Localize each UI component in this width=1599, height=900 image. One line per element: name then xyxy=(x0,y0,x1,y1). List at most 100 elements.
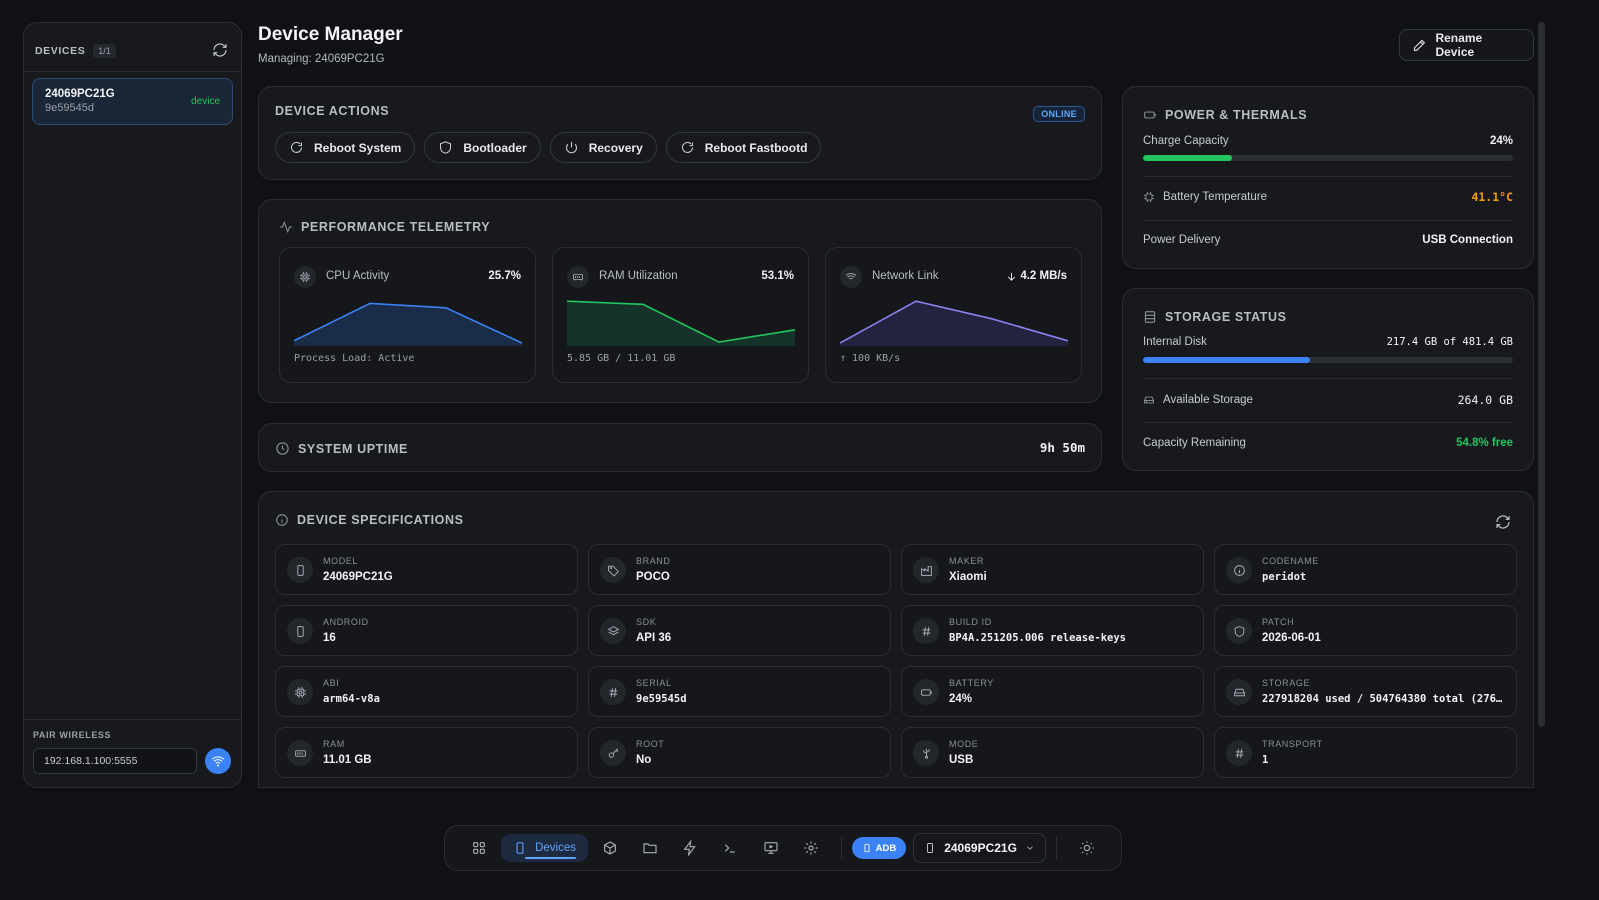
rename-device-button[interactable]: Rename Device xyxy=(1399,29,1534,61)
info-icon xyxy=(1226,557,1252,583)
spec-item-battery: BATTERY 24% xyxy=(901,666,1204,717)
spec-key: TRANSPORT xyxy=(1262,739,1323,749)
spec-value: 1 xyxy=(1262,754,1269,766)
memory-icon xyxy=(567,266,589,288)
terminal-button[interactable] xyxy=(710,833,750,863)
tile-footer: ↑ 100 KB/s xyxy=(840,353,901,364)
factory-icon xyxy=(913,557,939,583)
tile-value: 4.2 MB/s xyxy=(1006,270,1067,282)
scrollbar[interactable] xyxy=(1538,22,1545,727)
shield-icon xyxy=(440,141,452,154)
device-count-badge: 1/1 xyxy=(93,44,116,58)
tag-icon xyxy=(600,557,626,583)
device-name: 24069PC21G xyxy=(45,88,115,100)
spec-value: API 36 xyxy=(636,632,672,644)
usb-icon xyxy=(913,740,939,766)
charge-capacity-row: Charge Capacity 24% xyxy=(1143,135,1513,147)
spec-key: RAM xyxy=(323,739,345,749)
recovery-button[interactable]: Recovery xyxy=(549,132,657,163)
grid-icon xyxy=(473,842,485,854)
dashboard-button[interactable] xyxy=(459,833,499,863)
power-title: POWER & THERMALS xyxy=(1143,108,1307,122)
internal-disk-row: Internal Disk 217.4 GB of 481.4 GB xyxy=(1143,336,1513,348)
pair-wireless-button[interactable] xyxy=(205,748,231,774)
battery-icon xyxy=(913,679,939,705)
spec-key: PATCH xyxy=(1262,617,1295,627)
tile-label: Network Link xyxy=(872,270,939,282)
monitor-icon xyxy=(763,842,778,854)
tile-value: 53.1% xyxy=(761,270,794,282)
refresh-specs-icon[interactable] xyxy=(1495,514,1511,530)
reboot-fastbootd-button[interactable]: Reboot Fastbootd xyxy=(665,132,822,163)
pair-wireless-panel: PAIR WIRELESS xyxy=(24,719,241,787)
reboot-system-button[interactable]: Reboot System xyxy=(275,132,416,163)
spec-value: No xyxy=(636,754,652,766)
specs-grid: MODEL 24069PC21G BRAND POCO MAKER Xiaomi CODEN… xyxy=(275,544,1517,778)
flash-button[interactable] xyxy=(670,833,710,863)
spec-value: arm64-v8a xyxy=(323,693,380,705)
spec-item-serial: SERIAL 9e59545d xyxy=(588,666,891,717)
spec-key: STORAGE xyxy=(1262,678,1311,688)
spec-value: 11.01 GB xyxy=(323,754,372,766)
divider xyxy=(1143,176,1513,177)
bootloader-button[interactable]: Bootloader xyxy=(424,132,541,163)
spec-value: USB xyxy=(949,754,974,766)
sidebar-title: DEVICES xyxy=(35,45,86,57)
refresh-icon xyxy=(681,141,693,153)
battery-icon xyxy=(1144,111,1156,119)
drive-icon xyxy=(1226,679,1252,705)
power-thermals-card: POWER & THERMALS Charge Capacity 24% Bat… xyxy=(1122,86,1534,269)
spec-item-maker: MAKER Xiaomi xyxy=(901,544,1204,595)
spec-value: BP4A.251205.006 release-keys xyxy=(949,632,1127,644)
storage-title: STORAGE STATUS xyxy=(1143,310,1287,324)
ram-utilization-tile: RAM Utilization 53.1% 5.85 GB / 11.01 GB xyxy=(552,247,809,383)
arrow-down-icon xyxy=(1008,272,1016,281)
tile-footer: 5.85 GB / 11.01 GB xyxy=(567,353,676,364)
network-sparkline xyxy=(840,300,1068,346)
phone-icon xyxy=(864,843,870,853)
power-delivery-value: USB Connection xyxy=(1422,234,1513,246)
theme-toggle-button[interactable] xyxy=(1067,833,1107,863)
bolt-icon xyxy=(683,840,697,856)
sparkline-line xyxy=(567,300,795,343)
spec-key: BRAND xyxy=(636,556,671,566)
phone-icon xyxy=(287,618,313,644)
spec-key: CODENAME xyxy=(1262,556,1319,566)
layers-icon xyxy=(600,618,626,644)
devices-tab[interactable]: Devices xyxy=(501,834,589,862)
adb-mode-badge[interactable]: ADB xyxy=(851,837,907,859)
disk-usage-fill xyxy=(1143,357,1310,363)
tile-label: RAM Utilization xyxy=(599,270,678,282)
device-selector[interactable]: 24069PC21G xyxy=(913,833,1046,863)
spec-value: 9e59545d xyxy=(636,693,687,705)
files-button[interactable] xyxy=(630,833,670,863)
spec-key: BUILD ID xyxy=(949,617,992,627)
screen-mirror-button[interactable] xyxy=(750,833,790,863)
phone-icon xyxy=(287,557,313,583)
available-storage-row: Available Storage 264.0 GB xyxy=(1143,393,1513,407)
tile-footer: Process Load: Active xyxy=(294,353,415,364)
spec-key: ANDROID xyxy=(323,617,369,627)
cpu-icon xyxy=(294,266,316,288)
folder-icon xyxy=(643,843,657,854)
spec-value: 16 xyxy=(323,632,336,644)
sparkline-line xyxy=(294,302,522,344)
device-list-item[interactable]: 24069PC21G 9e59545d device xyxy=(32,78,233,125)
divider xyxy=(1143,220,1513,221)
power-delivery-row: Power Delivery USB Connection xyxy=(1143,234,1513,246)
gear-icon xyxy=(803,841,818,855)
device-state: device xyxy=(191,96,220,107)
spec-item-sdk: SDK API 36 xyxy=(588,605,891,656)
packages-button[interactable] xyxy=(590,833,630,863)
cpu-activity-tile: CPU Activity 25.7% Process Load: Active xyxy=(279,247,536,383)
battery-temperature-row: Battery Temperature 41.1°C xyxy=(1143,190,1513,204)
info-icon xyxy=(276,514,288,526)
disk-usage-bar xyxy=(1143,357,1513,363)
specs-title: DEVICE SPECIFICATIONS xyxy=(275,513,464,527)
spec-item-codename: CODENAME peridot xyxy=(1214,544,1517,595)
pair-address-input[interactable] xyxy=(33,748,197,774)
spec-key: MODE xyxy=(949,739,979,749)
settings-button[interactable] xyxy=(791,833,831,863)
refresh-devices-icon[interactable] xyxy=(212,42,230,60)
database-icon xyxy=(1144,311,1156,323)
